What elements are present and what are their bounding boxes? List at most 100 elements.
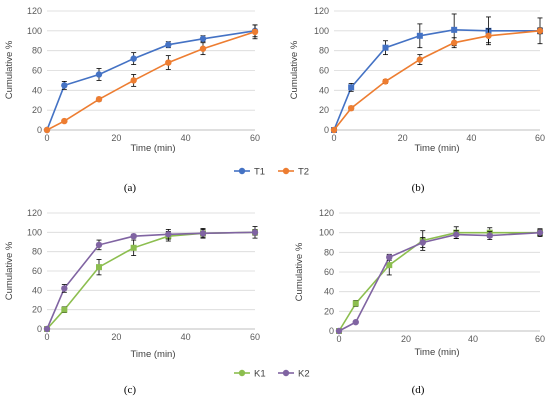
- x-tick-label: 0: [336, 334, 341, 344]
- y-tick-label: 80: [324, 247, 334, 257]
- legend-entry: K2: [278, 369, 310, 380]
- x-tick-label: 20: [111, 133, 121, 143]
- x-axis-title: Time (min): [414, 143, 459, 154]
- series-line: [333, 28, 540, 131]
- x-tick-label: 20: [111, 332, 121, 342]
- data-point: [450, 39, 458, 46]
- x-tick-label: 40: [181, 332, 191, 342]
- legend-entry: K1: [234, 369, 266, 380]
- data-point: [251, 28, 259, 36]
- y-tick-label: 40: [32, 85, 42, 95]
- data-point: [96, 264, 102, 271]
- data-point: [199, 35, 207, 42]
- chart-panel-1: 0 20 40 60 80 100 120 0 20 40 60 Cumulative % Time (…: [4, 6, 260, 194]
- legend-swatch-marker: [238, 167, 246, 175]
- legend-label: T2: [298, 167, 309, 178]
- data-point: [95, 241, 103, 249]
- data-point: [165, 59, 172, 66]
- legend-entry: T2: [278, 167, 309, 178]
- x-axis-title: Time (min): [130, 349, 175, 360]
- y-tick-label: 100: [314, 26, 329, 36]
- y-axis-title: Cumulative %: [294, 242, 305, 301]
- legend-top: T1 T2: [234, 167, 309, 178]
- series-line: [338, 231, 541, 332]
- y-tick-label: 40: [324, 287, 334, 297]
- y-tick-label: 0: [37, 324, 42, 334]
- y-tick-label: 100: [27, 227, 42, 237]
- y-tick-label: 100: [27, 26, 42, 36]
- x-tick-label: 20: [398, 133, 408, 143]
- data-point: [486, 232, 493, 239]
- chart-panel-4: 0 20 40 60 80 100 120 0 20 40 60 Cumulative % Time (…: [294, 208, 545, 396]
- data-point: [130, 77, 137, 84]
- panel-label: (c): [124, 384, 137, 396]
- data-point: [43, 325, 51, 333]
- x-tick-label: 40: [466, 133, 476, 143]
- y-tick-label: 60: [32, 66, 42, 76]
- chart-panel-2: 0 20 40 60 80 100 120 0 20 40 60 Cumulative % Time (…: [289, 6, 545, 194]
- x-axis-title: Time (min): [414, 347, 459, 358]
- data-point: [95, 96, 103, 103]
- data-point: [453, 231, 460, 238]
- series-K1: [44, 229, 258, 332]
- y-tick-label: 20: [32, 305, 42, 315]
- data-point: [451, 26, 458, 33]
- y-tick-label: 40: [32, 285, 42, 295]
- panel-label: (b): [412, 182, 425, 194]
- series-line: [333, 30, 541, 131]
- y-axis-title: Cumulative %: [4, 40, 15, 99]
- data-point: [165, 231, 172, 238]
- x-axis-title: Time (min): [130, 143, 175, 154]
- y-tick-label: 20: [324, 306, 334, 316]
- y-tick-label: 0: [37, 125, 42, 135]
- chart-panel-3: 0 20 40 60 80 100 120 0 20 40 60 Cumulative % Time (…: [4, 208, 260, 396]
- data-point: [352, 318, 359, 326]
- y-tick-label: 80: [32, 46, 42, 56]
- y-tick-label: 120: [27, 6, 42, 16]
- series-line: [46, 231, 256, 330]
- series-T2: [43, 24, 259, 134]
- series-T1: [43, 24, 259, 134]
- y-axis-title: Cumulative %: [4, 241, 15, 300]
- data-point: [95, 71, 103, 78]
- legend-label: T1: [254, 167, 265, 178]
- series-line: [46, 30, 256, 131]
- y-tick-label: 100: [319, 228, 334, 238]
- y-tick-label: 80: [319, 46, 329, 56]
- x-tick-label: 0: [44, 332, 49, 342]
- panel-label: (a): [124, 182, 137, 194]
- data-point: [165, 41, 172, 48]
- data-point: [382, 44, 389, 51]
- data-point: [43, 126, 51, 134]
- x-tick-label: 60: [250, 332, 260, 342]
- data-point: [419, 239, 426, 246]
- y-tick-label: 80: [32, 247, 42, 257]
- series-K2: [43, 226, 259, 333]
- data-point: [61, 82, 68, 89]
- y-tick-label: 60: [319, 66, 329, 76]
- legend-label: K2: [298, 369, 310, 380]
- data-point: [130, 233, 137, 240]
- data-point: [386, 254, 393, 261]
- series-T1: [331, 13, 543, 133]
- data-point: [416, 56, 424, 63]
- data-point: [485, 32, 492, 39]
- y-tick-label: 0: [329, 326, 334, 336]
- data-point: [130, 55, 137, 62]
- x-tick-label: 0: [331, 133, 336, 143]
- data-point: [61, 117, 68, 125]
- data-point: [61, 285, 68, 292]
- y-tick-label: 120: [314, 6, 329, 16]
- data-point: [416, 32, 423, 39]
- data-point: [348, 84, 355, 91]
- data-point: [386, 262, 393, 269]
- y-tick-label: 120: [319, 208, 334, 218]
- legend-label: K1: [254, 369, 266, 380]
- legend-bottom: K1 K2: [234, 369, 310, 380]
- x-tick-label: 20: [401, 334, 411, 344]
- data-point: [251, 229, 259, 236]
- legend-swatch-marker: [282, 167, 290, 175]
- data-point: [536, 27, 544, 35]
- series-T2: [330, 27, 544, 134]
